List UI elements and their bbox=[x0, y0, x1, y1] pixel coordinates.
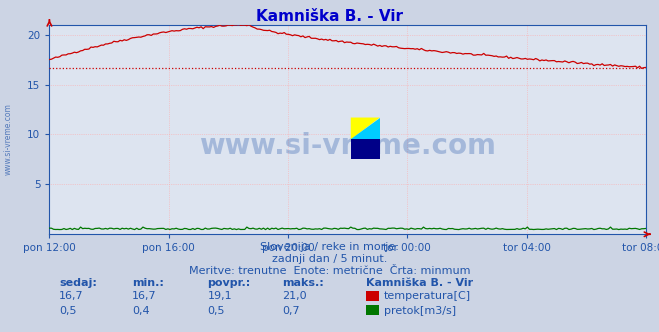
Text: www.si-vreme.com: www.si-vreme.com bbox=[4, 104, 13, 175]
Text: 0,4: 0,4 bbox=[132, 306, 150, 316]
Text: Slovenija / reke in morje.: Slovenija / reke in morje. bbox=[260, 242, 399, 252]
Text: 19,1: 19,1 bbox=[208, 291, 232, 301]
Text: 0,7: 0,7 bbox=[282, 306, 300, 316]
Text: 0,5: 0,5 bbox=[59, 306, 77, 316]
Text: sedaj:: sedaj: bbox=[59, 278, 97, 288]
Text: 16,7: 16,7 bbox=[59, 291, 84, 301]
Text: pretok[m3/s]: pretok[m3/s] bbox=[384, 306, 456, 316]
Text: 16,7: 16,7 bbox=[132, 291, 156, 301]
Text: Kamniška B. - Vir: Kamniška B. - Vir bbox=[366, 278, 473, 288]
Text: Kamniška B. - Vir: Kamniška B. - Vir bbox=[256, 9, 403, 24]
Text: Meritve: trenutne  Enote: metrične  Črta: minmum: Meritve: trenutne Enote: metrične Črta: … bbox=[188, 266, 471, 276]
Text: maks.:: maks.: bbox=[282, 278, 324, 288]
Text: zadnji dan / 5 minut.: zadnji dan / 5 minut. bbox=[272, 254, 387, 264]
Text: 0,5: 0,5 bbox=[208, 306, 225, 316]
Text: povpr.:: povpr.: bbox=[208, 278, 251, 288]
Text: 21,0: 21,0 bbox=[282, 291, 306, 301]
Polygon shape bbox=[351, 118, 380, 139]
Text: www.si-vreme.com: www.si-vreme.com bbox=[199, 132, 496, 160]
Text: temperatura[C]: temperatura[C] bbox=[384, 291, 471, 301]
Text: min.:: min.: bbox=[132, 278, 163, 288]
Bar bbox=[351, 139, 380, 159]
Polygon shape bbox=[351, 118, 380, 139]
